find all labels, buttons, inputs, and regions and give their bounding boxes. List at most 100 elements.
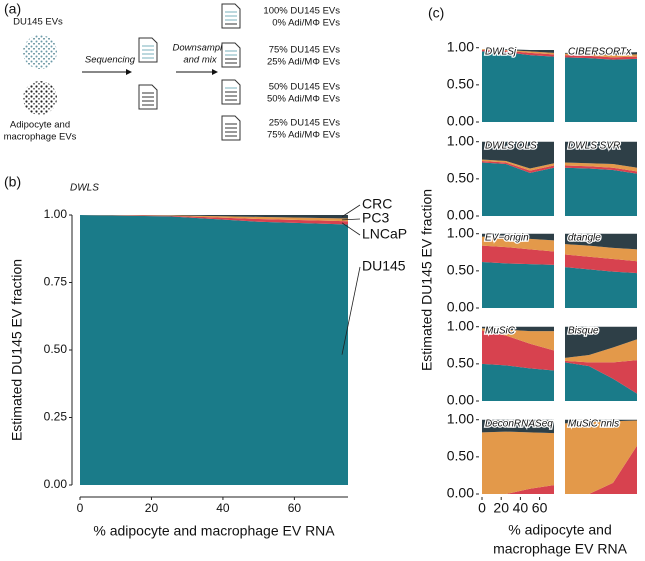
x-axis-label: % adipocyte and: [508, 522, 612, 538]
mix-label: 25% DU145 EVs: [269, 118, 341, 129]
x-tick-label: 20: [493, 500, 509, 516]
area: [565, 445, 637, 494]
mix-label: 75% DU145 EVs: [269, 45, 341, 56]
legend-label: LNCaP: [362, 226, 407, 242]
doc-icon: [138, 37, 158, 110]
x-axis-label: % adipocyte and macrophage EV RNA: [93, 523, 335, 539]
source-label: macrophage EVs: [4, 132, 77, 143]
step-label: Sequencing: [85, 55, 136, 66]
area: [565, 420, 637, 494]
x-tick-label: 60: [288, 501, 302, 515]
y-axis-label: Estimated DU145 EV fraction: [419, 189, 435, 371]
arrow-head: [126, 69, 132, 75]
panel-label: (b): [4, 174, 21, 190]
area: [482, 326, 554, 332]
chart-title: DWLSj: [485, 47, 517, 58]
leader-line: [341, 204, 361, 218]
y-tick-label: 1.00: [447, 224, 474, 240]
area: [482, 141, 554, 169]
y-axis-label: Estimated DU145 EV fraction: [9, 259, 25, 441]
area: [565, 55, 637, 60]
y-tick-label: 1.00: [447, 410, 474, 426]
area: [482, 245, 554, 265]
area: [482, 431, 554, 494]
ev-icon: [23, 81, 57, 115]
chart-title: MuSiC nnls: [568, 419, 619, 430]
area: [565, 165, 637, 174]
chart-title: CIBERSORTx: [568, 47, 632, 58]
area: [482, 51, 554, 122]
chart-title: MuSiC: [485, 326, 516, 337]
area: [565, 360, 637, 394]
area: [482, 485, 554, 494]
leader-line: [341, 222, 361, 236]
x-axis-label: macrophage EV RNA: [493, 541, 628, 557]
step-label: and mix: [183, 55, 218, 66]
x-tick-label: 40: [216, 501, 230, 515]
area: [565, 57, 637, 122]
y-tick-label: 0.00: [447, 485, 474, 501]
chart-title: EV−origin: [485, 233, 529, 244]
y-tick-label: 1.00: [447, 132, 474, 148]
mix-label: 0% Adi/MΦ EVs: [272, 18, 340, 29]
y-tick-label: 0.00: [447, 207, 474, 223]
mix-label: 25% Adi/MΦ EVs: [267, 57, 340, 68]
area: [482, 161, 554, 173]
area: [482, 328, 554, 351]
area: [565, 141, 637, 168]
y-tick-label: 0.50: [447, 448, 474, 464]
source-label: DU145 EVs: [13, 17, 63, 28]
area: [565, 52, 637, 56]
area: [482, 261, 554, 308]
y-tick-label: 0.50: [447, 355, 474, 371]
area: [80, 215, 348, 222]
y-tick-label: 1.00: [44, 207, 68, 221]
y-tick-label: 0.50: [447, 170, 474, 186]
mix-label: 50% Adi/MΦ EVs: [267, 94, 340, 105]
area: [482, 363, 554, 401]
panel-label: (a): [4, 1, 21, 17]
area: [565, 233, 637, 250]
area: [80, 215, 348, 225]
chart-title: DWLS SVR: [568, 141, 620, 152]
x-tick-label: 40: [513, 500, 529, 516]
area: [482, 419, 554, 434]
area: [565, 167, 637, 216]
chart-title: Bisque: [568, 326, 599, 337]
leader-line: [341, 218, 361, 221]
area: [482, 162, 554, 216]
mix-label: 50% DU145 EVs: [269, 82, 341, 93]
legend-label: CRC: [362, 196, 392, 212]
source-label: Adipocyte and: [10, 120, 70, 131]
y-tick-label: 0.00: [447, 392, 474, 408]
chart-title: DWLS: [70, 183, 99, 194]
leader-line: [341, 266, 361, 355]
area: [565, 162, 637, 172]
y-tick-label: 0.75: [44, 275, 68, 289]
y-tick-label: 0.50: [44, 342, 68, 356]
x-tick-label: 0: [77, 501, 84, 515]
y-tick-label: 0.50: [447, 262, 474, 278]
area: [565, 419, 637, 424]
area: [565, 267, 637, 308]
y-tick-label: 0.00: [44, 477, 68, 491]
area: [482, 330, 554, 371]
area: [482, 49, 554, 55]
panel-label: (c): [428, 5, 444, 21]
mix-label: 75% Adi/MΦ EVs: [267, 130, 340, 141]
x-tick-label: 20: [145, 501, 159, 515]
area: [565, 254, 637, 274]
area: [80, 215, 348, 219]
chart-title: dtangle: [568, 233, 601, 244]
chart-title: DWLS OLS: [485, 141, 537, 152]
area: [565, 362, 637, 401]
y-tick-label: 0.00: [447, 299, 474, 315]
arrow-head: [212, 69, 218, 75]
y-tick-label: 1.00: [447, 317, 474, 333]
area: [80, 215, 348, 485]
legend-label: PC3: [362, 210, 389, 226]
area: [482, 159, 554, 171]
area: [482, 49, 554, 57]
